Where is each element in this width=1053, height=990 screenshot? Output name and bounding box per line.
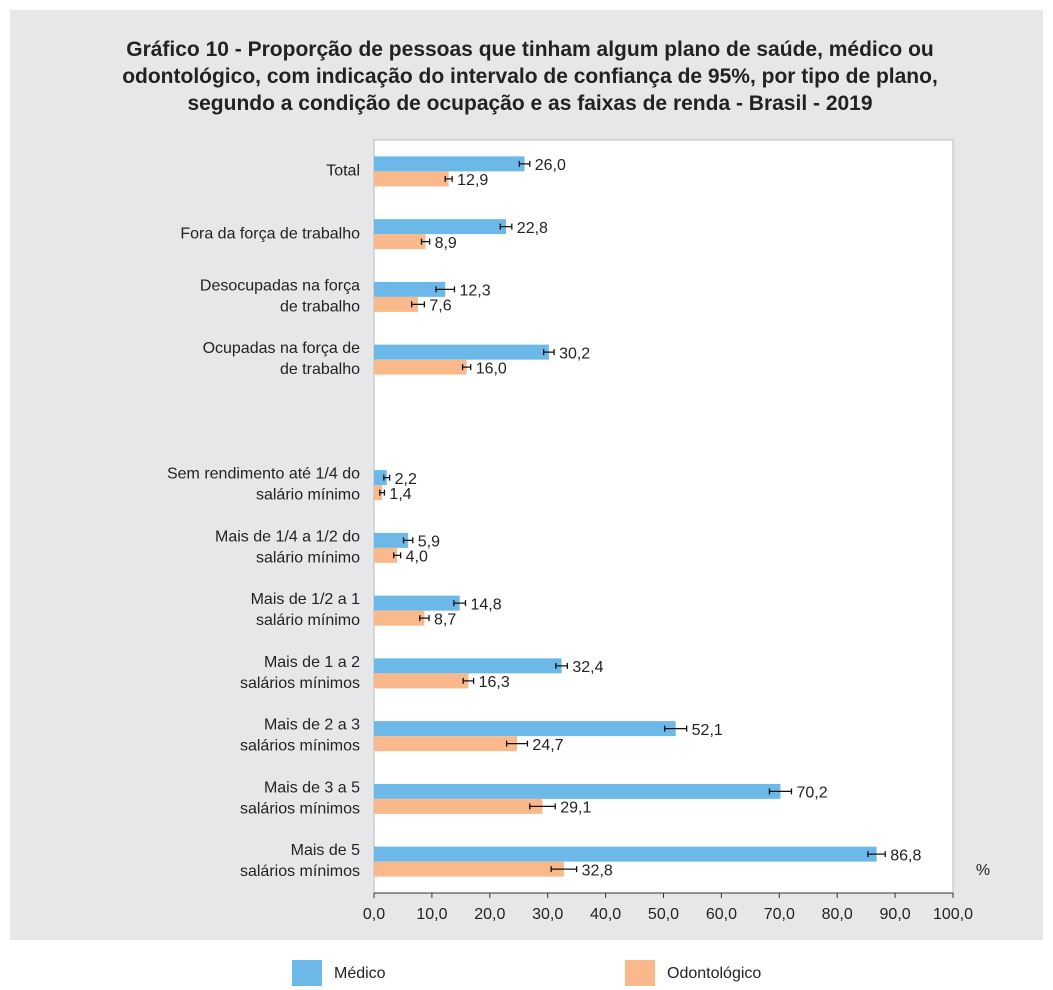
x-tick-label: 80,0 [822,906,853,923]
y-tick-label: Mais de 2 a 3 salários mínimos [240,717,360,755]
plot-area [373,139,954,894]
bar [374,532,409,548]
error-bar [664,725,688,732]
error-bar [435,286,456,293]
bar [374,359,467,375]
legend-swatch [625,960,655,986]
error-bar [555,662,569,669]
y-tick-label: Sem rendimento até 1/4 do salário mínimo [167,466,360,504]
bar [374,156,525,172]
error-bar [768,788,793,795]
value-label: 30,2 [559,345,590,362]
bar [374,171,449,187]
error-bar [529,803,556,810]
y-tick-label: Ocupadas na força de de trabalho [203,340,361,378]
bar [374,721,676,737]
x-tick-label: 90,0 [880,906,911,923]
value-label: 52,1 [692,722,723,739]
value-label: 86,8 [890,847,921,864]
bar [374,846,877,862]
bar [374,296,419,312]
y-tick-label: Total [326,163,360,180]
bar [374,610,425,626]
error-bar [505,740,529,747]
x-tick-label: 40,0 [590,906,621,923]
value-label: 12,9 [457,172,488,189]
error-bar [379,489,386,496]
error-bar [542,349,555,356]
value-label: 32,8 [582,862,613,879]
x-tick-label: 30,0 [532,906,563,923]
x-tick-label: 20,0 [474,906,505,923]
y-tick-label: Desocupadas na força de trabalho [200,278,360,316]
value-label: 8,9 [435,235,457,252]
value-label: 2,2 [395,471,417,488]
bar [374,547,398,563]
value-label: 70,2 [796,785,827,802]
value-label: 4,0 [406,549,428,566]
x-tick-label: 10,0 [416,906,447,923]
value-label: 22,8 [517,220,548,237]
bar [374,861,564,877]
value-label: 1,4 [389,486,411,503]
bar [374,658,562,674]
y-tick-label: Mais de 3 a 5 salários mínimos [240,780,360,818]
error-bar [393,552,402,559]
bar [374,783,781,799]
value-label: 14,8 [470,596,501,613]
error-bar [462,677,475,684]
error-bar [383,474,391,481]
bar [374,485,383,501]
error-bar [867,851,886,858]
bar [374,219,507,235]
y-tick-label: Mais de 1/2 a 1 salário mínimo [251,591,361,629]
error-bar [410,301,426,308]
error-bar [518,160,531,167]
value-label: 16,0 [476,360,507,377]
value-label: 5,9 [418,534,440,551]
value-label: 32,4 [572,659,603,676]
legend-label: Odontológico [667,965,761,982]
error-bar [453,600,467,607]
value-label: 26,0 [535,157,566,174]
error-bar [419,615,430,622]
bar [374,673,469,689]
x-tick-label: 60,0 [706,906,737,923]
bar [374,798,543,814]
bar [374,281,446,297]
value-label: 24,7 [532,737,563,754]
y-tick-label: Fora da força de trabalho [180,225,360,242]
error-bar [402,537,414,544]
x-axis-label: % [976,862,990,879]
error-bar [444,175,453,182]
bar [374,736,518,752]
bar [374,470,387,486]
bar [374,595,460,611]
value-label: 7,6 [429,298,451,315]
error-bar [550,866,578,873]
error-bar [461,364,472,371]
value-label: 29,1 [560,800,591,817]
value-label: 12,3 [459,283,490,300]
y-tick-label: Mais de 5 salários mínimos [240,842,360,880]
chart-title: Gráfico 10 - Proporção de pessoas que ti… [122,38,938,115]
error-bar [499,223,513,230]
value-label: 8,7 [434,611,456,628]
bar [374,344,549,360]
legend-label: Médico [334,965,386,982]
legend-swatch [292,960,322,986]
y-tick-label: Mais de 1/4 a 1/2 do salário mínimo [215,529,360,567]
y-tick-label: Mais de 1 a 2 salários mínimos [240,654,360,692]
value-label: 16,3 [479,674,510,691]
error-bar [420,238,431,245]
bar [374,234,426,250]
x-tick-label: 100,0 [933,906,973,923]
x-tick-label: 0,0 [363,906,385,923]
x-tick-label: 70,0 [764,906,795,923]
x-tick-label: 50,0 [648,906,679,923]
